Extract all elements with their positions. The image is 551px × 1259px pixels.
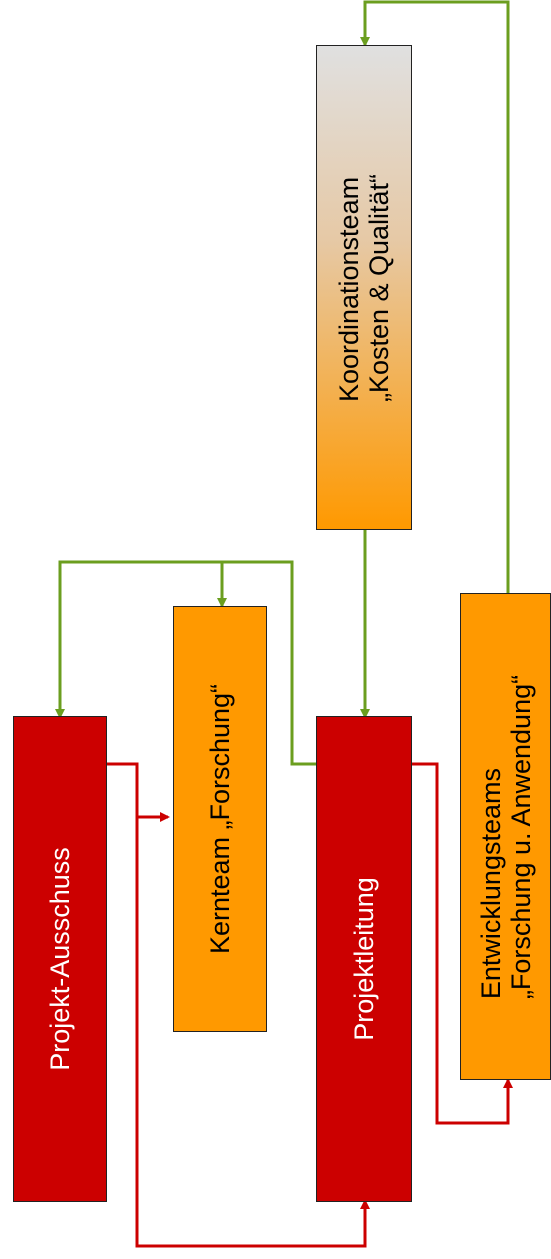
entwicklungsteams-box: Entwicklungsteams „Forschung u. Anwendun…: [460, 593, 551, 1080]
koordinationsteam-line2: „Kosten & Qualität“: [364, 173, 394, 402]
projekt-ausschuss-label: Projekt-Ausschuss: [45, 847, 75, 1071]
koordinationsteam-label: Koordinationsteam „Kosten & Qualität“: [334, 173, 394, 401]
koordinationsteam-box: Koordinationsteam „Kosten & Qualität“: [316, 45, 412, 530]
projektleitung-box: Projektleitung: [316, 716, 412, 1202]
projektleitung-label: Projektleitung: [349, 877, 379, 1041]
red-connector-leitung-to-entwicklung: [412, 762, 513, 1125]
green-connector-entwicklung-to-koordination: [360, 0, 510, 593]
projekt-ausschuss-box: Projekt-Ausschuss: [13, 716, 107, 1202]
entwicklungsteams-label: Entwicklungsteams „Forschung u. Anwendun…: [476, 674, 536, 998]
entwicklungsteams-line1: Entwicklungsteams: [475, 767, 506, 999]
red-connector-ausschuss-to-leitung: [135, 764, 370, 1248]
green-connector-leitung-to-ausschuss: [55, 560, 316, 766]
entwicklungsteams-line2: „Forschung u. Anwendung“: [505, 674, 536, 999]
kernteam-forschung-label: Kernteam „Forschung“: [205, 683, 235, 955]
kernteam-forschung-box: Kernteam „Forschung“: [173, 606, 267, 1032]
koordinationsteam-line1: Koordinationsteam: [334, 176, 364, 402]
